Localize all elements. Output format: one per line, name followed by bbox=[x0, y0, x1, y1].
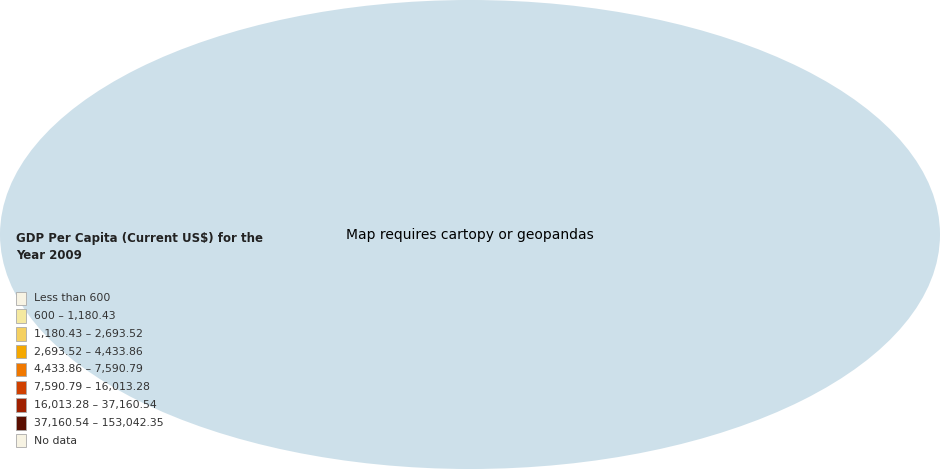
Text: 4,433.86 – 7,590.79: 4,433.86 – 7,590.79 bbox=[35, 364, 143, 375]
Text: Less than 600: Less than 600 bbox=[35, 293, 111, 303]
FancyBboxPatch shape bbox=[16, 310, 26, 323]
Text: 2,693.52 – 4,433.86: 2,693.52 – 4,433.86 bbox=[35, 347, 143, 357]
Text: 600 – 1,180.43: 600 – 1,180.43 bbox=[35, 311, 116, 321]
FancyBboxPatch shape bbox=[16, 363, 26, 376]
FancyBboxPatch shape bbox=[16, 327, 26, 340]
FancyBboxPatch shape bbox=[16, 345, 26, 358]
Text: Map requires cartopy or geopandas: Map requires cartopy or geopandas bbox=[346, 227, 594, 242]
Text: GDP Per Capita (Current US$) for the
Year 2009: GDP Per Capita (Current US$) for the Yea… bbox=[16, 233, 263, 263]
Text: 1,180.43 – 2,693.52: 1,180.43 – 2,693.52 bbox=[35, 329, 143, 339]
Text: No data: No data bbox=[35, 436, 77, 446]
Text: 7,590.79 – 16,013.28: 7,590.79 – 16,013.28 bbox=[35, 382, 150, 392]
FancyBboxPatch shape bbox=[16, 398, 26, 412]
FancyBboxPatch shape bbox=[16, 381, 26, 394]
FancyBboxPatch shape bbox=[16, 434, 26, 447]
Text: 16,013.28 – 37,160.54: 16,013.28 – 37,160.54 bbox=[35, 400, 157, 410]
FancyBboxPatch shape bbox=[16, 292, 26, 305]
Text: 37,160.54 – 153,042.35: 37,160.54 – 153,042.35 bbox=[35, 418, 164, 428]
FancyBboxPatch shape bbox=[16, 416, 26, 430]
